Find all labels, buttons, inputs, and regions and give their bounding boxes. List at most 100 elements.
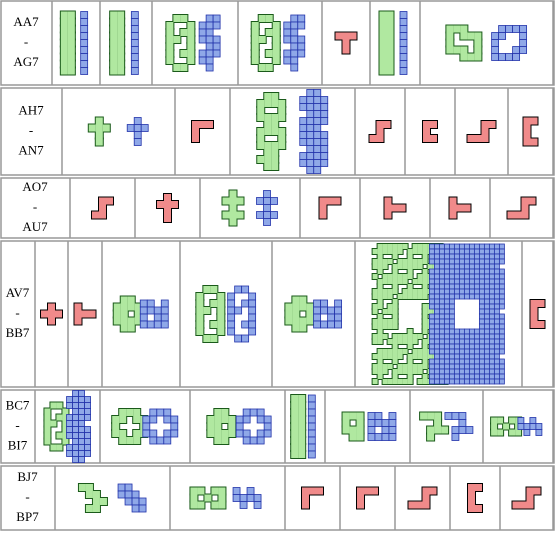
cell <box>483 278 490 285</box>
cell <box>263 204 271 212</box>
cell <box>138 497 147 506</box>
cell <box>364 487 371 495</box>
cell <box>163 408 172 417</box>
cell <box>443 328 450 335</box>
cell <box>80 46 89 54</box>
cell <box>402 334 408 339</box>
cell <box>379 18 387 26</box>
cell <box>372 264 378 269</box>
cell <box>241 285 250 294</box>
cell <box>278 100 286 107</box>
tile-shape <box>301 486 324 510</box>
tile-shape <box>529 299 546 329</box>
cell <box>434 426 442 434</box>
cell <box>463 268 470 275</box>
cell <box>530 117 538 125</box>
cell <box>483 273 490 280</box>
cell <box>126 124 135 132</box>
cell <box>458 373 465 380</box>
cell <box>131 504 140 513</box>
cell <box>392 279 398 284</box>
cell <box>422 374 428 379</box>
cell <box>478 368 485 375</box>
cell <box>493 258 500 265</box>
cell <box>67 67 75 75</box>
cell <box>153 320 162 329</box>
cell <box>448 293 455 300</box>
cell <box>248 313 257 322</box>
cell <box>483 338 490 345</box>
cell <box>60 46 68 54</box>
cell <box>342 412 350 420</box>
cell <box>119 409 127 416</box>
cell <box>379 11 387 19</box>
cell <box>483 328 490 335</box>
cell <box>377 279 383 284</box>
cell <box>444 412 453 420</box>
cell <box>372 334 378 339</box>
cell <box>48 303 55 311</box>
cell <box>44 432 51 439</box>
cell <box>166 29 174 36</box>
cell <box>458 333 465 340</box>
cell <box>270 211 278 219</box>
cell <box>196 293 204 300</box>
cell <box>523 131 531 139</box>
cell <box>334 320 343 329</box>
cell <box>78 426 85 433</box>
cell <box>498 368 505 375</box>
cell <box>271 142 279 149</box>
cell <box>392 299 398 304</box>
cell <box>448 283 455 290</box>
cell <box>386 25 394 33</box>
cell <box>265 50 273 57</box>
cell <box>427 264 433 269</box>
cell <box>428 288 435 295</box>
cell <box>78 390 85 397</box>
cell <box>146 306 155 315</box>
tile-shape <box>356 486 379 510</box>
cell <box>131 497 140 506</box>
cell <box>356 412 364 420</box>
cell <box>307 422 316 431</box>
cell <box>443 288 450 295</box>
cell <box>166 22 174 29</box>
cell <box>392 249 398 254</box>
cell <box>44 438 51 445</box>
cell <box>298 444 306 451</box>
cell <box>299 124 308 132</box>
cell <box>265 29 273 36</box>
cell <box>292 310 300 318</box>
cell <box>443 263 450 270</box>
cell <box>468 358 475 365</box>
cell <box>488 258 495 265</box>
cell <box>448 288 455 295</box>
cell <box>402 369 408 374</box>
cell <box>263 429 272 438</box>
cell <box>428 248 435 255</box>
cell <box>291 409 299 416</box>
cell <box>84 438 91 445</box>
cell <box>307 443 316 452</box>
cell <box>523 124 531 132</box>
cell <box>190 501 198 509</box>
cell <box>438 273 445 280</box>
cell <box>257 107 265 114</box>
cell <box>392 319 398 324</box>
cell <box>443 323 450 330</box>
cell <box>483 353 490 360</box>
cell <box>302 501 309 509</box>
cell <box>297 21 306 30</box>
cell <box>453 378 460 385</box>
cell <box>528 197 536 205</box>
cell <box>428 243 435 250</box>
cell <box>299 159 308 167</box>
cell <box>458 343 465 350</box>
cell <box>229 190 237 198</box>
cell <box>478 293 485 300</box>
cell <box>372 259 378 264</box>
cell <box>488 288 495 295</box>
cell <box>407 294 413 299</box>
cell <box>78 444 85 451</box>
cell <box>530 314 538 321</box>
